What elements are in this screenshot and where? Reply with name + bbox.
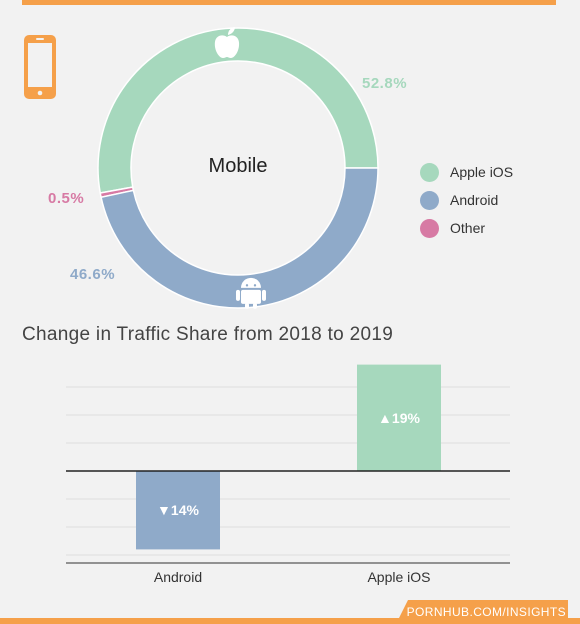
other-share-label: 0.5%	[48, 190, 85, 207]
bar-apple-ios	[357, 364, 441, 471]
source-label: PORNHUB.COM/INSIGHTS	[406, 605, 566, 619]
bar-chart-title: Change in Traffic Share from 2018 to 201…	[22, 324, 394, 345]
traffic-share-change-bar-chart: ▼14% Android ▲19% Apple iOS	[66, 364, 510, 585]
bar-value-label: ▲19%	[378, 410, 420, 426]
smartphone-icon	[24, 35, 56, 99]
legend-swatch-other	[420, 218, 439, 238]
legend-swatch-android	[420, 190, 439, 210]
legend-swatch-ios	[420, 162, 439, 182]
category-label: Apple iOS	[367, 569, 430, 585]
bar-value-label: ▼14%	[157, 502, 199, 518]
ios-share-label: 52.8%	[362, 75, 408, 92]
legend-item-ios: Apple iOS	[420, 158, 513, 186]
legend-label-other: Other	[450, 220, 486, 236]
android-icon	[235, 277, 266, 309]
legend: Apple iOS Android Other	[420, 158, 513, 242]
donut-slice-apple-ios	[97, 27, 379, 194]
footer-tab	[396, 600, 568, 624]
legend-item-android: Android	[420, 186, 513, 214]
donut-slice-android	[100, 167, 379, 309]
footer-strip	[0, 618, 580, 624]
legend-label-ios: Apple iOS	[450, 164, 514, 180]
top-accent-bar	[22, 0, 556, 5]
android-share-label: 46.6%	[70, 266, 116, 283]
legend-item-other: Other	[420, 214, 513, 242]
bar-android	[136, 471, 220, 550]
mobile-os-donut-chart	[97, 26, 379, 309]
donut-center-label: Mobile	[208, 155, 268, 177]
legend-label-android: Android	[450, 192, 499, 208]
apple-icon	[214, 26, 240, 58]
category-label: Android	[154, 569, 202, 585]
